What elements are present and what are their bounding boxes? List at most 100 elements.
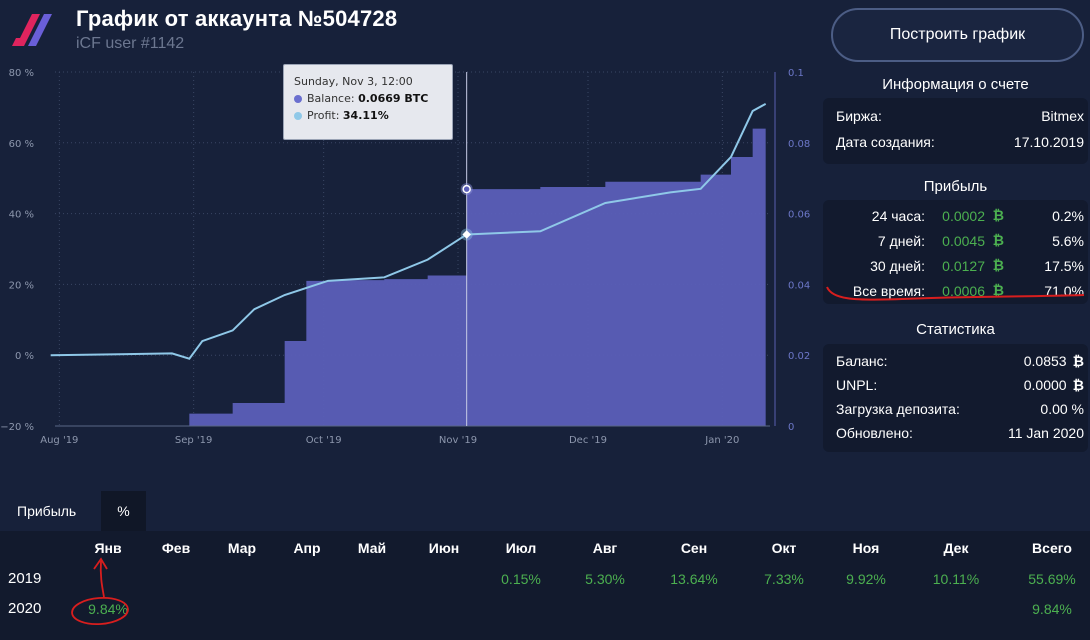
y-right-tick-label: 0: [788, 422, 794, 433]
profit-line: [50, 102, 767, 360]
tab-percent[interactable]: %: [101, 491, 146, 531]
info-value: 17.10.2019: [1013, 134, 1084, 150]
month-header: Апр: [293, 540, 321, 556]
balance-area-path: [50, 125, 766, 426]
info-row-exchange: Биржа: Bitmex: [823, 104, 1088, 130]
balance-dot-icon: [294, 94, 302, 103]
y-right-tick-label: 0.08: [788, 139, 810, 150]
month-header: Июл: [505, 540, 537, 556]
tooltip-balance-row: Balance: 0.0669 BTC: [294, 92, 442, 105]
balance-point: [462, 184, 471, 194]
tooltip-profit-label: Profit:: [307, 109, 340, 122]
tooltip-date: Sunday, Nov 3, 12:00: [294, 75, 413, 88]
y-left-tick-label: 40 %: [9, 210, 34, 221]
stats-row-unpl: UNPL: 0.0000 ₿: [823, 373, 1088, 399]
stats-label: Загрузка депозита:: [836, 401, 960, 417]
month-value-cell: 9.92%: [846, 571, 886, 587]
profit-btc: 0.0006: [942, 283, 985, 299]
profit-pct: 5.6%: [1052, 233, 1084, 249]
month-value-cell: 9.84%: [88, 601, 128, 617]
info-value: Bitmex: [1041, 108, 1084, 124]
month-value-cell: 5.30%: [585, 571, 625, 587]
month-header: Авг: [592, 540, 618, 556]
y-left-tick-label: 0 %: [15, 351, 34, 362]
x-tick-label: Jan '20: [704, 435, 739, 446]
tooltip-profit-row: Profit: 34.11%: [294, 109, 442, 122]
y-left-tick-label: 80 %: [9, 68, 34, 79]
profit-label: Все время:: [852, 283, 925, 299]
y-left-tick-label: 60 %: [9, 139, 34, 150]
profit-pct: 0.2%: [1052, 208, 1084, 224]
x-tick-label: Dec '19: [569, 435, 607, 446]
chart-tooltip: Sunday, Nov 3, 12:00 Balance: 0.0669 BTC…: [283, 64, 453, 140]
profit-pct: 17.5%: [1044, 258, 1084, 274]
build-chart-button[interactable]: Построить график: [831, 8, 1084, 62]
profit-label: 7 дней:: [877, 233, 925, 249]
stats-label: Обновлено:: [836, 425, 913, 441]
info-label: Биржа:: [836, 108, 882, 124]
info-heading: Информация о счете: [882, 76, 1029, 93]
x-tick-label: Sep '19: [175, 435, 213, 446]
stats-value-wrap: 0.0853 ₿: [1024, 353, 1084, 369]
stats-label: Баланс:: [836, 353, 888, 369]
stats-label: UNPL:: [836, 377, 878, 393]
bitcoin-icon: ₿: [1072, 377, 1084, 393]
page-subtitle: iCF user #1142: [76, 35, 185, 52]
info-row-created: Дата создания: 17.10.2019: [823, 130, 1088, 156]
month-header: Дек: [943, 540, 969, 556]
monthly-profit-table: Янв Фев Мар Апр Май Июн Июл Авг Сен Окт Ноя Дек Всег…: [0, 531, 1090, 640]
month-header: Янв: [94, 540, 122, 556]
stats-value: 0.00 %: [1040, 401, 1084, 417]
chart-axes: 80 % 0.1 60 % 0.08 40 % 0.06 20 % 0.04 0 % 0.02 −2…: [0, 68, 810, 446]
stats-value: 0.0853: [1023, 353, 1067, 369]
bitcoin-icon: ₿: [992, 232, 1004, 248]
info-label: Дата создания:: [836, 134, 935, 150]
y-right-tick-label: 0.04: [788, 280, 810, 291]
profit-point: [462, 230, 471, 239]
month-header: Окт: [771, 540, 797, 556]
month-value-cell: 10.11%: [932, 571, 980, 587]
app-logo-icon: [12, 14, 52, 46]
profit-panel: 24 часа: 0.0002 ₿ 0.2% 7 дней: 0.0045 ₿ …: [823, 200, 1088, 304]
month-value-cell: 55.69%: [1028, 571, 1076, 587]
profit-label: 24 часа:: [871, 208, 925, 224]
chart-svg[interactable]: 80 % 0.1 60 % 0.08 40 % 0.06 20 % 0.04 0 % 0.02 −2…: [0, 62, 820, 462]
stats-value: 11 Jan 2020: [1007, 425, 1084, 441]
bitcoin-icon: ₿: [1072, 353, 1084, 369]
month-value-cell: 0.15%: [501, 571, 541, 587]
profit-heading: Прибыль: [923, 178, 988, 195]
profit-btc: 0.0002: [942, 208, 985, 224]
month-header: Май: [357, 540, 387, 556]
month-value-cell: 13.64%: [670, 571, 718, 587]
balance-profit-chart[interactable]: 80 % 0.1 60 % 0.08 40 % 0.06 20 % 0.04 0 % 0.02 −2…: [0, 62, 820, 462]
y-right-tick-label: 0.02: [788, 351, 810, 362]
y-right-tick-label: 0.1: [788, 68, 804, 79]
y-left-tick-label: 20 %: [9, 280, 34, 291]
all-time-underline-annotation: [826, 286, 1085, 301]
month-header: Сен: [680, 540, 708, 556]
y-left-tick-label: −20 %: [0, 422, 34, 433]
profit-btc: 0.0127: [942, 258, 985, 274]
balance-area: [50, 125, 766, 426]
month-header: Всего: [1032, 540, 1072, 556]
tooltip-profit-value: 34.11%: [342, 109, 389, 122]
stats-row-updated: Обновлено: 11 Jan 2020: [823, 421, 1088, 447]
bitcoin-icon: ₿: [992, 282, 1004, 298]
month-header: Фев: [161, 540, 191, 556]
profit-btc: 0.0045: [942, 233, 985, 249]
hover-markers: [460, 72, 473, 426]
profit-label: 30 дней:: [870, 258, 925, 274]
stats-value: 0.0000: [1023, 377, 1067, 393]
x-tick-label: Nov '19: [439, 435, 477, 446]
tooltip-balance-label: Balance:: [307, 92, 355, 105]
bitcoin-icon: ₿: [992, 207, 1004, 223]
profit-line-path: [50, 102, 767, 360]
profit-row-7d: 7 дней: 0.0045 ₿ 5.6%: [823, 229, 1088, 255]
stats-row-deposit-load: Загрузка депозита: 0.00 %: [823, 397, 1088, 423]
stats-value-wrap: 0.0000 ₿: [1024, 377, 1084, 393]
tooltip-balance-value: 0.0669 BTC: [358, 92, 429, 105]
stats-row-balance: Баланс: 0.0853 ₿: [823, 349, 1088, 375]
month-header: Июн: [428, 540, 460, 556]
profit-dot-icon: [294, 111, 302, 120]
tab-profit[interactable]: Прибыль: [17, 503, 77, 519]
